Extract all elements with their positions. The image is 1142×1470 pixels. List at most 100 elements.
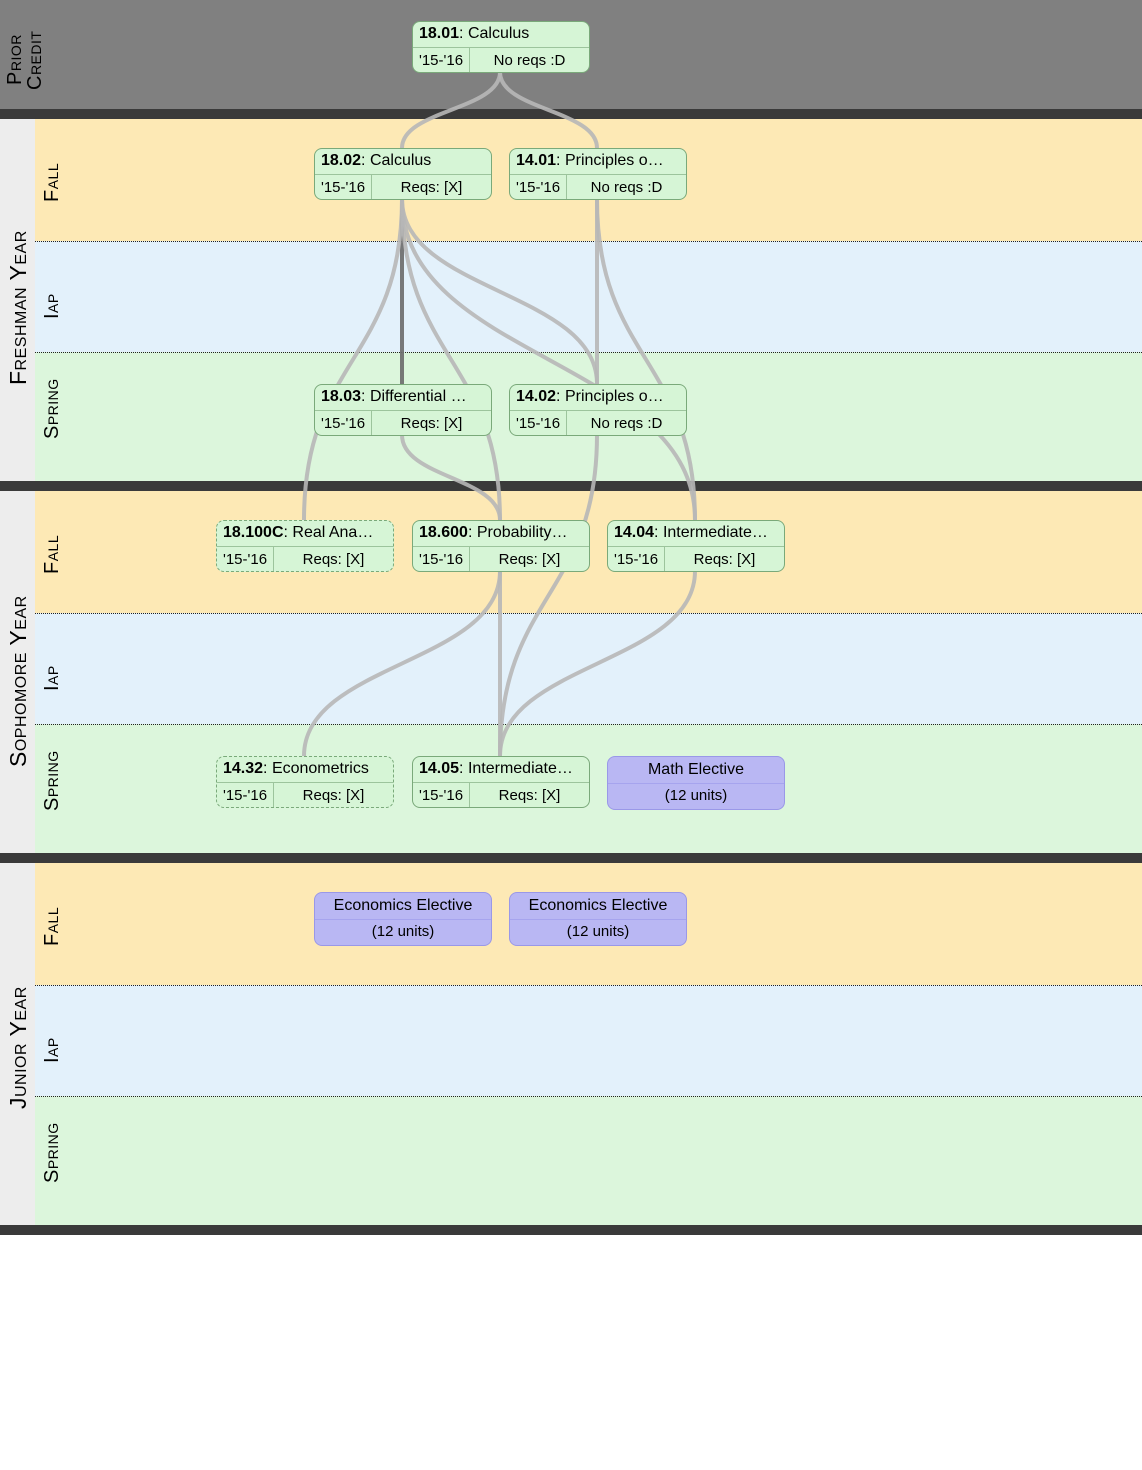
term-label-spring: Spring <box>41 1122 64 1183</box>
course-number: 18.100C <box>223 524 284 541</box>
year-label-sophomore: Sophomore Year <box>5 595 32 767</box>
term-label-fall: Fall <box>41 163 64 202</box>
term-label-spring: Spring <box>41 378 64 439</box>
course-year: '15-'16 <box>413 547 470 571</box>
course-card-18-03[interactable]: 18.03: Differential … '15-'16Reqs: [X] <box>314 384 492 436</box>
course-title: 14.01: Principles o… <box>510 149 686 175</box>
year-separator <box>0 109 1142 119</box>
year-separator <box>0 481 1142 491</box>
course-card-14-32[interactable]: 14.32: Econometrics '15-'16Reqs: [X] <box>216 756 394 808</box>
course-reqs: Reqs: [X] <box>470 783 589 807</box>
term-separator <box>35 985 1142 986</box>
course-number: 18.02 <box>321 152 361 169</box>
term-separator <box>35 724 1142 725</box>
course-title: 14.32: Econometrics <box>217 757 393 783</box>
course-number: 14.04 <box>614 524 654 541</box>
elective-title: Economics Elective <box>510 893 686 920</box>
course-road-diagram: Prior Credit Freshman Year Sophomore Yea… <box>0 0 1142 1470</box>
elective-units: (12 units) <box>608 784 784 809</box>
course-number: 14.02 <box>516 388 556 405</box>
elective-card-math[interactable]: Math Elective (12 units) <box>607 756 785 810</box>
course-reqs: No reqs :D <box>470 48 589 72</box>
course-year: '15-'16 <box>510 411 567 435</box>
course-card-14-02[interactable]: 14.02: Principles o… '15-'16No reqs :D <box>509 384 687 436</box>
course-meta: '15-'16No reqs :D <box>510 175 686 199</box>
course-meta: '15-'16Reqs: [X] <box>217 547 393 571</box>
course-title: 14.05: Intermediate… <box>413 757 589 783</box>
course-meta: '15-'16Reqs: [X] <box>315 411 491 435</box>
course-meta: '15-'16Reqs: [X] <box>413 783 589 807</box>
band-junior-iap <box>35 985 1142 1096</box>
year-label-credit: Credit <box>24 31 47 90</box>
course-reqs: Reqs: [X] <box>372 411 491 435</box>
course-reqs: Reqs: [X] <box>470 547 589 571</box>
course-title: 18.01: Calculus <box>413 22 589 48</box>
course-title: 14.02: Principles o… <box>510 385 686 411</box>
course-year: '15-'16 <box>315 411 372 435</box>
course-year: '15-'16 <box>413 48 470 72</box>
course-name: Principles o… <box>565 388 664 405</box>
course-card-14-05[interactable]: 14.05: Intermediate… '15-'16Reqs: [X] <box>412 756 590 808</box>
term-label-iap: Iap <box>41 665 64 691</box>
course-name: Econometrics <box>272 760 369 777</box>
elective-title: Economics Elective <box>315 893 491 920</box>
course-card-18-02[interactable]: 18.02: Calculus '15-'16Reqs: [X] <box>314 148 492 200</box>
course-meta: '15-'16No reqs :D <box>413 48 589 72</box>
term-separator <box>35 352 1142 353</box>
elective-units: (12 units) <box>510 920 686 945</box>
course-year: '15-'16 <box>315 175 372 199</box>
course-number: 18.03 <box>321 388 361 405</box>
course-card-14-01[interactable]: 14.01: Principles o… '15-'16No reqs :D <box>509 148 687 200</box>
year-separator <box>0 853 1142 863</box>
elective-card-economics[interactable]: Economics Elective (12 units) <box>314 892 492 946</box>
term-separator <box>35 241 1142 242</box>
course-year: '15-'16 <box>413 783 470 807</box>
band-sophomore-iap <box>35 613 1142 724</box>
course-card-18-01[interactable]: 18.01: Calculus '15-'16No reqs :D <box>412 21 590 73</box>
term-label-iap: Iap <box>41 1037 64 1063</box>
course-title: 18.02: Calculus <box>315 149 491 175</box>
course-number: 18.01 <box>419 25 459 42</box>
course-name: Calculus <box>468 25 529 42</box>
band-junior-spring <box>35 1096 1142 1225</box>
term-label-iap: Iap <box>41 293 64 319</box>
course-name: Probability… <box>477 524 568 541</box>
course-title: 18.100C: Real Ana… <box>217 521 393 547</box>
course-name: Intermediate… <box>663 524 768 541</box>
course-number: 14.05 <box>419 760 459 777</box>
course-meta: '15-'16Reqs: [X] <box>315 175 491 199</box>
term-label-spring: Spring <box>41 750 64 811</box>
elective-card-economics[interactable]: Economics Elective (12 units) <box>509 892 687 946</box>
year-separator <box>0 1225 1142 1235</box>
course-reqs: No reqs :D <box>567 411 686 435</box>
year-label-freshman: Freshman Year <box>5 230 32 385</box>
course-reqs: Reqs: [X] <box>372 175 491 199</box>
course-meta: '15-'16Reqs: [X] <box>217 783 393 807</box>
course-meta: '15-'16No reqs :D <box>510 411 686 435</box>
course-title: 18.600: Probability… <box>413 521 589 547</box>
course-card-18-100c[interactable]: 18.100C: Real Ana… '15-'16Reqs: [X] <box>216 520 394 572</box>
course-year: '15-'16 <box>510 175 567 199</box>
course-year: '15-'16 <box>608 547 665 571</box>
term-label-fall: Fall <box>41 907 64 946</box>
course-card-18-600[interactable]: 18.600: Probability… '15-'16Reqs: [X] <box>412 520 590 572</box>
course-name: Real Ana… <box>292 524 373 541</box>
term-separator <box>35 613 1142 614</box>
course-name: Differential … <box>370 388 467 405</box>
course-meta: '15-'16Reqs: [X] <box>413 547 589 571</box>
course-name: Principles o… <box>565 152 664 169</box>
course-number: 14.32 <box>223 760 263 777</box>
elective-units: (12 units) <box>315 920 491 945</box>
course-name: Calculus <box>370 152 431 169</box>
term-label-fall: Fall <box>41 535 64 574</box>
course-number: 18.600 <box>419 524 468 541</box>
course-reqs: Reqs: [X] <box>274 783 393 807</box>
course-name: Intermediate… <box>468 760 573 777</box>
term-separator <box>35 1096 1142 1097</box>
course-reqs: Reqs: [X] <box>665 547 784 571</box>
course-card-14-04[interactable]: 14.04: Intermediate… '15-'16Reqs: [X] <box>607 520 785 572</box>
course-reqs: No reqs :D <box>567 175 686 199</box>
course-title: 14.04: Intermediate… <box>608 521 784 547</box>
course-number: 14.01 <box>516 152 556 169</box>
elective-title: Math Elective <box>608 757 784 784</box>
